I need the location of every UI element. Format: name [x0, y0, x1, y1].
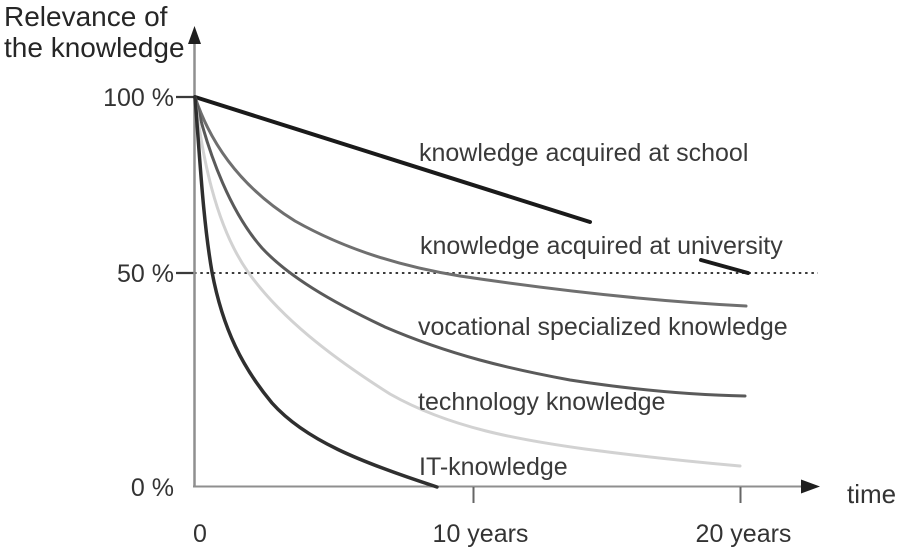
series-label-vocational: vocational specialized knowledge: [418, 313, 788, 341]
series-label-university: knowledge acquired at university: [420, 232, 783, 260]
curve-it: [193, 95, 439, 489]
x-tick-label-20-years: 20 years: [695, 520, 792, 547]
x-axis-arrow-icon: [801, 479, 820, 494]
curve-vocational: [193, 95, 747, 398]
curve-technology: [193, 95, 742, 468]
x-axis-title: time: [847, 479, 897, 509]
chart-title-line1: Relevance of: [4, 1, 168, 32]
curve-university: [193, 95, 748, 308]
chart-title-line2: the knowledge: [4, 32, 185, 63]
y-axis-arrow-icon: [188, 26, 201, 44]
y-tick-label-50: 50 %: [117, 260, 174, 288]
series-label-technology: technology knowledge: [418, 388, 666, 416]
y-tick-label-0: 0 %: [130, 474, 174, 502]
curves-layer: [193, 95, 750, 489]
x-tick-label-0: 0: [193, 520, 207, 547]
y-tick-label-100: 100 %: [103, 84, 174, 112]
x-tick-label-10-years: 10 years: [432, 520, 529, 547]
chart-title: Relevance of the knowledge: [4, 1, 185, 63]
series-label-school: knowledge acquired at school: [419, 139, 749, 167]
series-label-it: IT-knowledge: [419, 453, 568, 481]
curve-school: [193, 95, 750, 275]
